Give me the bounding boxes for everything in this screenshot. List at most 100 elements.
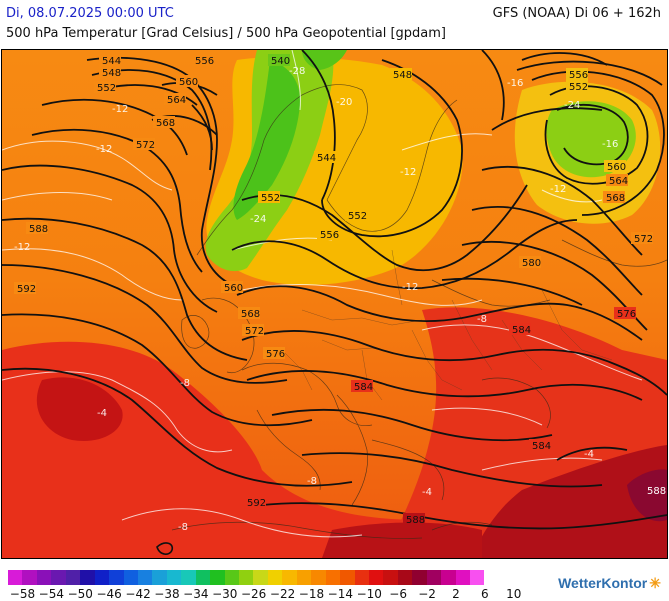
temp-label: -16 <box>602 139 618 150</box>
geo-label: 584 <box>512 325 531 336</box>
geo-label: 568 <box>156 118 175 129</box>
legend-swatch <box>397 570 413 585</box>
temp-label: -4 <box>97 408 107 419</box>
legend-tick-label: −30 <box>212 587 238 601</box>
legend-tick-label: −42 <box>125 587 151 601</box>
geo-label: 592 <box>17 284 36 295</box>
legend-swatch <box>239 570 254 585</box>
temp-field-cold-core-east <box>546 101 636 178</box>
geo-label: 592 <box>247 498 266 509</box>
map-canvas: 544 548 552 556 540 548 560 552 556 564 … <box>2 50 667 558</box>
legend-swatch <box>166 570 182 585</box>
temp-label: -8 <box>178 522 188 533</box>
geo-label: 576 <box>266 349 285 360</box>
temp-label: -12 <box>550 184 566 195</box>
temp-label: -20 <box>336 97 352 108</box>
geo-label: 560 <box>179 77 198 88</box>
legend-swatch <box>210 570 225 585</box>
legend-swatch <box>109 570 124 585</box>
geo-label: 564 <box>167 95 186 106</box>
weather-map: 544 548 552 556 540 548 560 552 556 564 … <box>1 49 668 559</box>
legend-swatch <box>311 570 326 585</box>
temperature-isolines <box>2 50 643 538</box>
legend-swatch <box>340 570 355 585</box>
legend-swatch <box>36 570 52 585</box>
temp-label: -24 <box>564 100 580 111</box>
legend-swatch <box>470 570 485 585</box>
forecast-datetime: Di, 08.07.2025 00:00 UTC <box>6 6 174 21</box>
temp-label: -4 <box>584 449 594 460</box>
geo-label: 576 <box>617 309 636 320</box>
legend-tick-label: −34 <box>183 587 209 601</box>
brand-mark-icon: ✳ <box>649 575 661 591</box>
legend-swatch <box>325 570 341 585</box>
geo-label: 552 <box>569 82 588 93</box>
legend-tick-label: −6 <box>389 587 407 601</box>
brand-name: WetterKontor <box>558 575 648 591</box>
geopotential-labels: 544 548 552 556 540 548 560 552 556 564 … <box>14 54 666 526</box>
legend-swatch <box>94 570 110 585</box>
geo-label: 588 <box>29 224 48 235</box>
legend-swatch <box>137 570 153 585</box>
legend-swatch <box>354 570 369 585</box>
legend-tick-label: −2 <box>418 587 436 601</box>
legend-swatch <box>8 570 23 585</box>
geo-label: 552 <box>348 211 367 222</box>
temperature-labels: -28 -24 -20 -16 -12 -12 -12 -12 -8 -8 -8… <box>14 66 618 533</box>
geo-label: 564 <box>609 176 628 187</box>
geo-label: 556 <box>569 70 588 81</box>
legend-tick-label: −18 <box>298 587 325 601</box>
temp-label: -12 <box>112 104 128 115</box>
legend-swatch <box>383 570 398 585</box>
legend-tick-label: −10 <box>356 587 382 601</box>
legend-swatch <box>426 570 442 585</box>
map-subtitle: 500 hPa Temperatur [Grad Celsius] / 500 … <box>6 26 447 41</box>
geo-label: 544 <box>317 153 336 164</box>
legend-swatch <box>368 570 384 585</box>
legend-swatch <box>80 570 95 585</box>
geo-label: 588 <box>647 486 666 497</box>
legend-swatch <box>282 570 297 585</box>
temp-field-hot-south <box>322 522 482 558</box>
legend-tick-label: −58 <box>9 587 36 601</box>
legend-tick-label: −54 <box>38 587 65 601</box>
low-pressure-center <box>156 542 174 555</box>
temp-label: -24 <box>250 214 266 225</box>
legend-tick-label: −26 <box>240 587 267 601</box>
legend-swatch <box>253 570 268 585</box>
geo-label: 568 <box>606 193 625 204</box>
geo-label: 572 <box>634 234 653 245</box>
legend-colorbar <box>8 570 485 585</box>
legend-swatch <box>224 570 239 585</box>
legend-tick-label: −14 <box>327 587 354 601</box>
temp-label: -4 <box>422 487 432 498</box>
legend-tick-label: −50 <box>67 587 93 601</box>
color-legend: −58 −54 −50 −46 −42 −38 −34 −30 −26 −22 −18 −14 −10−… <box>8 570 521 601</box>
geo-label: 584 <box>354 382 373 393</box>
temp-label: -16 <box>507 78 523 89</box>
temp-field-hot-southeast <box>472 445 667 558</box>
brand-logo[interactable]: WetterKontor ✳ <box>558 575 661 592</box>
legend-swatch <box>22 570 37 585</box>
legend-swatch <box>296 570 312 585</box>
temp-field-cold-core-scandinavia-inner <box>233 60 301 220</box>
geo-label: 540 <box>271 56 290 67</box>
legend-swatch <box>441 570 456 585</box>
geo-label: 572 <box>245 326 264 337</box>
legend-swatch <box>152 570 167 585</box>
temp-label: -8 <box>307 476 317 487</box>
legend-swatch <box>123 570 138 585</box>
legend-tick-label: −46 <box>96 587 122 601</box>
model-run: GFS (NOAA) Di 06 + 162h <box>492 6 661 21</box>
legend-swatch <box>51 570 66 585</box>
geo-label: 556 <box>195 56 214 67</box>
geo-label: 588 <box>406 515 425 526</box>
geo-label: 548 <box>393 70 412 81</box>
legend-tick-label: 6 <box>481 587 489 601</box>
temp-field-cold-spot <box>302 50 347 70</box>
geo-label: 584 <box>532 441 551 452</box>
geo-label: 556 <box>320 230 339 241</box>
temp-label: -12 <box>96 144 112 155</box>
temp-label: -12 <box>14 242 30 253</box>
geo-label: 552 <box>261 193 280 204</box>
